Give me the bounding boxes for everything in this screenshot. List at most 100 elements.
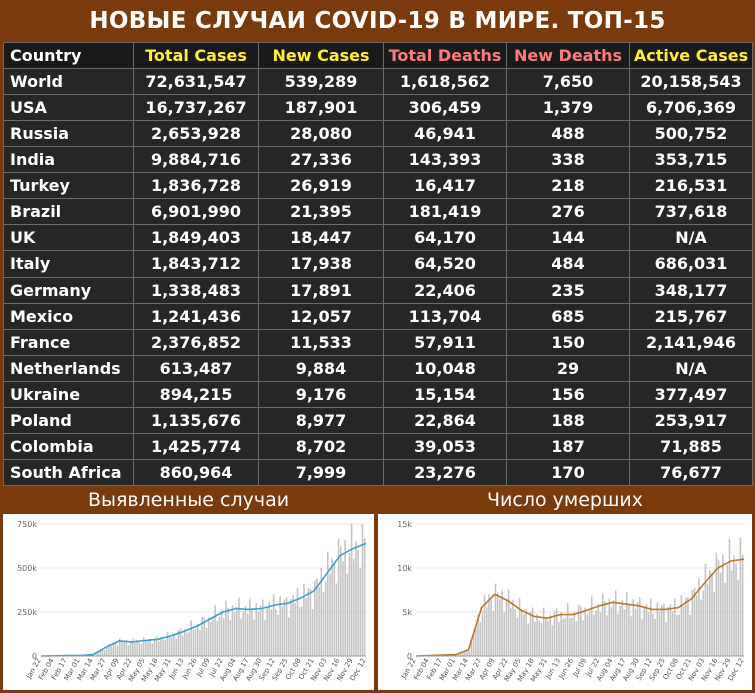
value-cell: 348,177 [629,276,753,304]
bar [203,617,206,656]
bar [531,607,534,656]
country-cell: World [3,67,134,96]
bar [290,599,292,656]
bar [301,606,303,656]
bar [266,607,268,656]
value-cell: 188 [506,406,630,434]
covid-table: Country Total Cases New Cases Total Deat… [3,42,753,487]
bar [112,642,115,656]
bar [499,599,501,656]
value-cell: 187 [506,432,630,460]
bar [601,593,604,656]
country-cell: Ukraine [3,380,134,408]
bar [207,617,210,656]
value-cell: 9,884,716 [133,146,259,174]
value-cell: 144 [506,224,630,252]
bar [566,603,569,656]
bar [359,568,362,656]
bar [534,621,536,656]
bar [153,638,156,656]
bar [318,587,320,656]
bar [361,524,364,656]
trend-line [415,558,745,657]
value-cell: 76,677 [629,458,753,487]
country-cell: Germany [3,276,134,304]
value-cell: 9,176 [258,380,384,408]
page-title: НОВЫЕ СЛУЧАИ COVID-19 В МИРЕ. ТОП-15 [0,0,755,42]
bar [656,602,659,656]
bar [255,603,258,656]
bar [700,599,702,656]
bar [623,609,626,656]
bar [483,594,486,656]
bar [229,620,232,656]
bar [475,628,477,656]
bar [722,554,724,656]
bar [645,603,648,656]
value-cell: 7,650 [506,67,630,96]
y-tick-label: 5k [402,608,412,617]
value-cell: 27,336 [258,146,384,174]
bar [586,614,589,656]
bar [632,599,635,656]
bar [93,654,95,656]
value-cell: 23,276 [383,458,507,487]
bar [335,583,338,656]
bar [715,552,718,656]
bar [186,632,188,656]
bar [253,619,255,656]
value-cell: 39,053 [383,432,507,460]
bar [704,563,707,656]
bar [527,623,530,656]
bar [166,631,169,656]
country-cell: France [3,328,134,356]
bar [225,601,227,656]
header-active-cases: Active Cases [629,42,753,69]
bar [545,618,547,656]
bar [134,643,136,656]
bar [268,602,271,656]
y-tick-label: 750k [17,520,37,529]
bar [212,617,214,656]
bar [584,607,586,656]
bar [173,633,175,656]
bar [549,615,551,656]
bar [147,641,149,656]
bar [542,607,545,656]
bar [702,590,705,656]
table-row: Brazil 6,901,990 21,395 181,419 276 737,618 [3,198,753,226]
bar [220,610,223,656]
bar [510,607,512,656]
bar [307,588,310,656]
bar [457,654,460,656]
country-cell: South Africa [3,458,134,487]
bar [190,620,193,656]
bar [520,609,523,656]
bar [547,620,549,656]
bar [490,599,492,656]
bar [210,622,212,656]
bar [525,608,527,656]
bar [625,592,628,656]
value-cell: 1,849,403 [133,224,259,252]
bar [162,639,164,656]
bar [231,605,234,656]
bar [636,602,639,656]
bar [205,627,208,656]
value-cell: 29 [506,354,630,382]
bar [639,597,641,656]
value-cell: 46,941 [383,120,507,148]
bar [110,645,112,656]
bar [698,578,700,656]
bar [138,642,141,656]
table-row: Ukraine 894,215 9,176 15,154 156 377,497 [3,380,753,408]
bar [676,614,678,656]
value-cell: 253,917 [629,406,753,434]
value-cell: 156 [506,380,630,408]
bar [177,630,180,656]
value-cell: 894,215 [133,380,259,408]
bar [455,654,457,656]
country-cell: India [3,146,134,174]
country-cell: USA [3,94,134,122]
bar [737,579,740,656]
